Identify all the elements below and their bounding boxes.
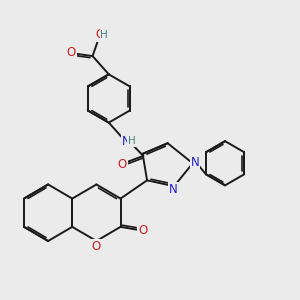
Text: O: O: [67, 46, 76, 59]
Text: O: O: [92, 240, 101, 253]
Text: N: N: [191, 156, 200, 169]
Text: N: N: [122, 135, 130, 148]
Text: O: O: [95, 28, 104, 41]
Text: O: O: [138, 224, 147, 238]
Text: N: N: [169, 183, 178, 196]
Text: H: H: [128, 136, 135, 146]
Text: O: O: [117, 158, 127, 171]
Text: H: H: [100, 30, 108, 40]
